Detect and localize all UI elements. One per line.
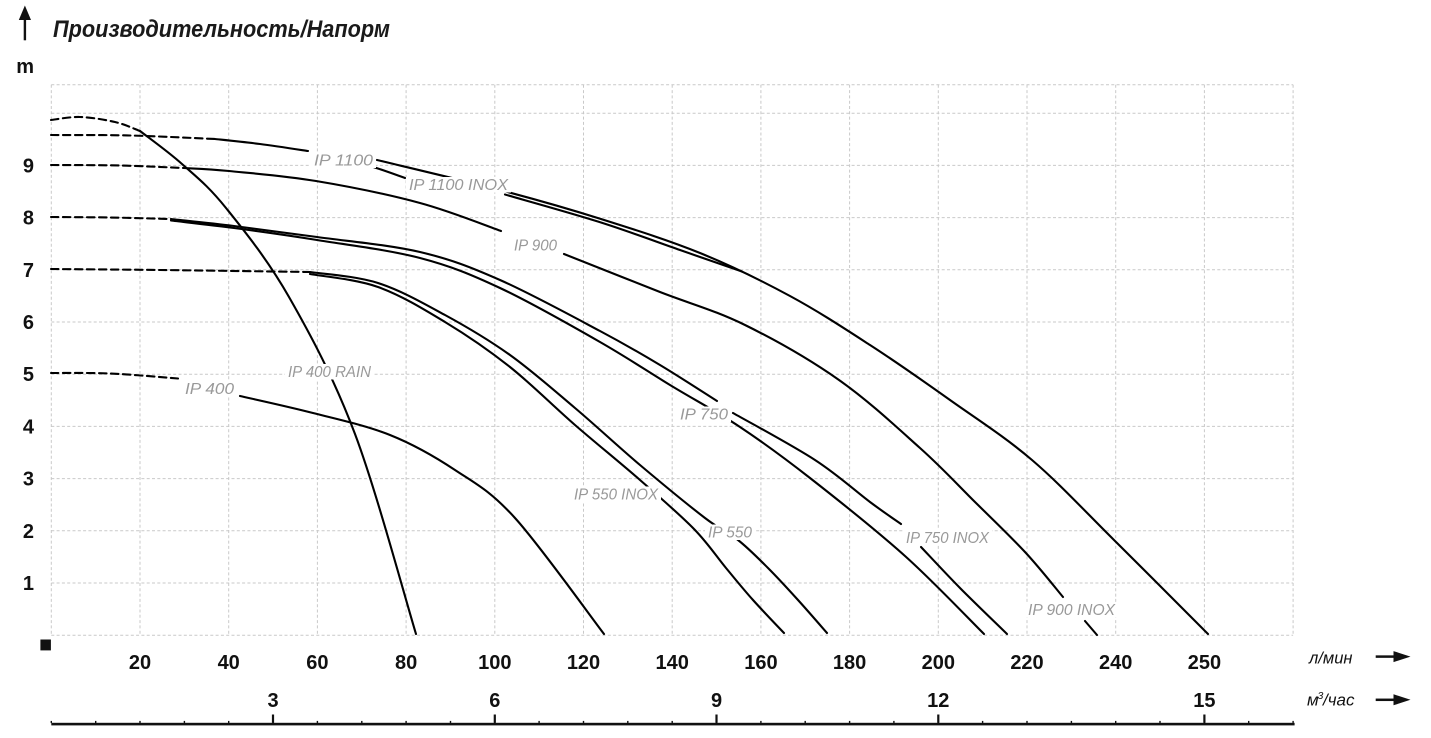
svg-text:120: 120 <box>567 652 600 674</box>
svg-text:2: 2 <box>23 521 34 543</box>
svg-text:m: m <box>16 56 34 78</box>
svg-text:4: 4 <box>23 416 35 438</box>
svg-text:6: 6 <box>489 690 500 712</box>
svg-text:5: 5 <box>23 364 34 386</box>
svg-text:140: 140 <box>656 652 689 674</box>
svg-text:IP 1100: IP 1100 <box>314 153 373 170</box>
svg-text:6: 6 <box>23 312 34 334</box>
svg-text:15: 15 <box>1193 690 1215 712</box>
svg-text:л/мин: л/мин <box>1308 650 1352 668</box>
svg-text:9: 9 <box>711 690 722 712</box>
svg-text:7: 7 <box>23 260 34 282</box>
svg-text:220: 220 <box>1010 652 1043 674</box>
svg-text:40: 40 <box>218 652 240 674</box>
svg-text:IP 750: IP 750 <box>680 407 728 424</box>
svg-text:IP 750 INOX: IP 750 INOX <box>906 530 990 547</box>
svg-text:1: 1 <box>23 573 34 595</box>
svg-text:80: 80 <box>395 652 417 674</box>
svg-text:160: 160 <box>744 652 777 674</box>
svg-text:3: 3 <box>23 469 34 491</box>
svg-text:12: 12 <box>927 690 949 712</box>
svg-text:20: 20 <box>129 652 151 674</box>
svg-text:180: 180 <box>833 652 866 674</box>
svg-text:9: 9 <box>23 155 34 177</box>
svg-text:IP 550: IP 550 <box>708 525 752 542</box>
svg-text:IP 1100 INOX: IP 1100 INOX <box>409 177 509 194</box>
svg-text:240: 240 <box>1099 652 1132 674</box>
svg-text:Производительность/Напорм: Производительность/Напорм <box>53 16 390 43</box>
svg-text:IP 900 INOX: IP 900 INOX <box>1028 602 1116 619</box>
svg-text:IP 900: IP 900 <box>514 238 557 255</box>
svg-text:60: 60 <box>306 652 328 674</box>
svg-text:IP 550 INOX: IP 550 INOX <box>574 487 659 504</box>
svg-text:250: 250 <box>1188 652 1221 674</box>
svg-text:/час: /час <box>1322 691 1355 710</box>
svg-text:IP 400 RAIN: IP 400 RAIN <box>288 364 372 381</box>
svg-text:200: 200 <box>922 652 955 674</box>
svg-text:3: 3 <box>1318 690 1324 702</box>
svg-text:3: 3 <box>268 690 279 712</box>
svg-text:100: 100 <box>478 652 511 674</box>
svg-text:8: 8 <box>23 208 34 230</box>
svg-text:IP 400: IP 400 <box>185 381 234 398</box>
svg-text:м: м <box>1307 691 1319 710</box>
